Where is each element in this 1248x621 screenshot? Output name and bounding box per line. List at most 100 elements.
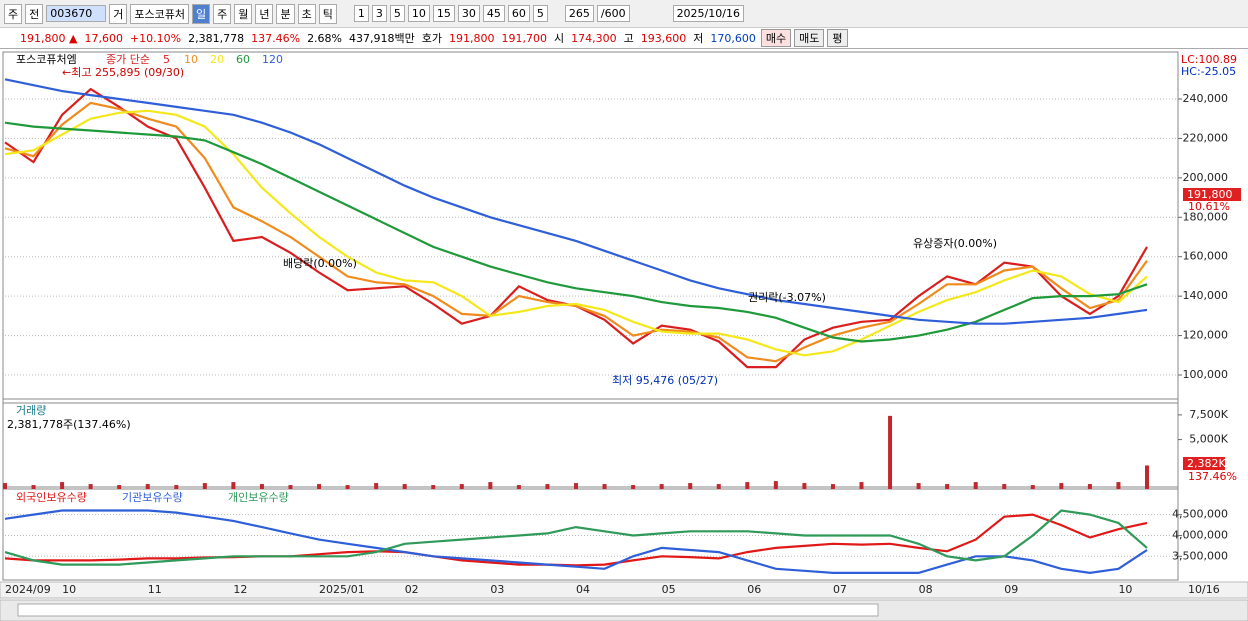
toolbar-item[interactable]: 월 — [234, 3, 253, 24]
volume-bar — [431, 485, 436, 489]
annotation: 권리락(-3.07%) — [748, 291, 826, 304]
volume-bar — [1002, 484, 1007, 489]
annotation: ←최고 255,895 (09/30) — [62, 66, 184, 79]
x-tick-label: 06 — [747, 583, 761, 596]
toolbar-item[interactable]: 5 — [389, 5, 405, 22]
series-line — [4, 509, 1148, 566]
toolbar-item[interactable]: 3 — [371, 5, 387, 22]
x-tick-label: 07 — [833, 583, 847, 596]
volume-bar — [773, 481, 778, 489]
side-label: LC:100.89 — [1181, 53, 1237, 66]
toolbar-item[interactable]: 10 — [407, 5, 430, 22]
quote-item: 437,918백만 — [349, 32, 415, 45]
volume-bar — [345, 485, 350, 489]
panel-frame — [2, 51, 1179, 404]
quote-item: 170,600 — [710, 31, 756, 45]
toolbar-item[interactable]: /600 — [596, 5, 630, 22]
x-end-label: 10/16 — [1188, 583, 1220, 596]
volume-bar — [1030, 485, 1035, 489]
x-tick-label: 2024/09 — [5, 583, 51, 596]
toolbar-item[interactable]: 003670 — [46, 5, 107, 22]
volume-bar — [545, 484, 550, 489]
quote-item: 시 — [554, 32, 565, 45]
legend-entry: 5 — [163, 53, 170, 66]
quote-item: 191,800 ▲ — [20, 31, 78, 45]
panel-frame — [2, 398, 1179, 490]
toolbar-item[interactable]: 30 — [457, 5, 480, 22]
legend-entry: 기관보유수량 — [122, 491, 183, 504]
panel-frame — [2, 486, 1179, 581]
toolbar-item[interactable]: 5 — [532, 5, 548, 22]
toolbar-item[interactable]: 주 — [4, 3, 23, 24]
x-tick-label: 02 — [405, 583, 419, 596]
toolbar-item[interactable]: 45 — [482, 5, 505, 22]
quote-item: 2,381,778 — [188, 31, 245, 45]
price-tag — [1183, 188, 1241, 201]
y-tick-label: 5,000K — [1189, 433, 1228, 446]
x-tick-label: 09 — [1004, 583, 1018, 596]
toolbar-item[interactable]: 일 — [191, 3, 211, 24]
quote-item: 호가 — [421, 32, 442, 45]
toolbar-item[interactable]: 년 — [255, 3, 274, 24]
volume-bar — [688, 483, 693, 489]
toolbar-item[interactable]: 60 — [507, 5, 530, 22]
toolbar: 주 전 003670 거 포스코퓨처 일 주 월 년 분 초 틱 1 3 5 10 15 30 45 60 5 265/6… — [0, 0, 1248, 28]
quote-item[interactable]: 매도 — [794, 29, 825, 47]
volume-bar — [31, 485, 36, 489]
toolbar-item[interactable]: 전 — [25, 3, 44, 24]
volume-bar — [145, 484, 150, 489]
quote-item[interactable]: 평 — [827, 29, 848, 47]
toolbar-item[interactable]: 2025/10/16 — [672, 5, 744, 22]
volume-tag-label: 2,382K — [1187, 457, 1226, 470]
volume-tag — [1183, 457, 1225, 470]
volume-bar — [402, 484, 407, 489]
toolbar-item[interactable]: 15 — [432, 5, 455, 22]
volume-bar — [745, 482, 750, 489]
legend-entry: 10 — [184, 53, 198, 66]
volume-bar — [631, 485, 636, 489]
y-tick-label: 100,000 — [1183, 368, 1229, 381]
quote-bar: 191,800 ▲ 17,600 +10.10% 2,381,778 137.46% 2.… — [0, 28, 1248, 49]
price-tag-label: 191,800 — [1187, 188, 1233, 201]
x-tick-label: 10 — [1118, 583, 1132, 596]
toolbar-item[interactable]: 주 — [213, 3, 232, 24]
y-tick-label: 220,000 — [1183, 131, 1229, 144]
volume-bar — [859, 482, 864, 489]
panel-title: 거래량 — [16, 404, 46, 417]
toolbar-item[interactable]: 포스코퓨처 — [130, 3, 189, 24]
volume-bar — [174, 485, 179, 489]
volume-bar — [202, 483, 207, 489]
volume-bar — [602, 484, 607, 489]
quote-item[interactable]: 매수 — [760, 29, 792, 47]
legend-entry: 외국인보유수량 — [16, 491, 87, 504]
quote-item: 174,300 — [571, 31, 617, 45]
scroll-track — [17, 603, 879, 617]
toolbar-item[interactable]: 틱 — [318, 3, 337, 24]
toolbar-item[interactable]: 분 — [276, 3, 295, 24]
series-line — [4, 509, 1148, 575]
toolbar-item[interactable]: 1 — [353, 5, 369, 22]
volume-bar — [488, 482, 493, 489]
quote-item: 193,600 — [640, 31, 687, 45]
toolbar-item[interactable]: 초 — [297, 3, 316, 24]
volume-bar — [259, 484, 264, 489]
volume-bar — [60, 482, 65, 489]
volume-bar — [1116, 482, 1121, 489]
volume-bar — [3, 483, 7, 489]
toolbar-item[interactable]: 거 — [109, 3, 128, 24]
x-tick-label: 2025/01 — [319, 583, 365, 596]
series-line — [4, 109, 1148, 357]
y-tick-label: 180,000 — [1183, 210, 1229, 223]
volume-bar — [659, 484, 664, 489]
x-tick-label: 11 — [148, 583, 162, 596]
side-label: 137.46% — [1188, 470, 1237, 483]
volume-bar — [830, 484, 835, 489]
volume-bar — [574, 483, 578, 489]
toolbar-item[interactable]: 265 — [564, 5, 594, 22]
x-tick-label: 03 — [490, 583, 504, 596]
quote-item: 고 — [623, 32, 634, 45]
quote-item: 191,800 — [449, 31, 495, 45]
y-tick-label: 7,500K — [1189, 408, 1228, 421]
